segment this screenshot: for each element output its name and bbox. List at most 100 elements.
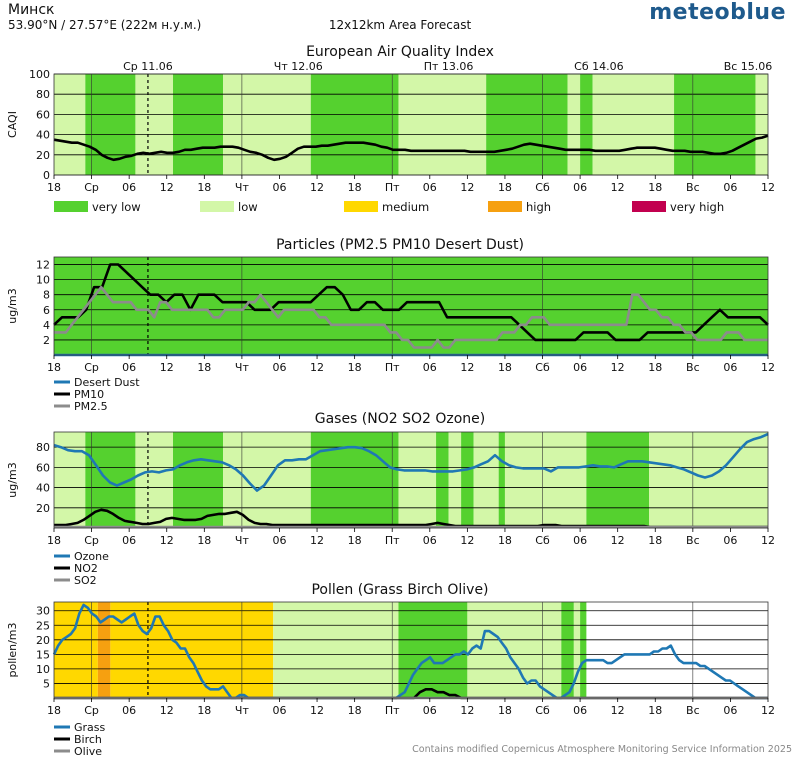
series-line-pm2-5 xyxy=(54,285,768,349)
aq-level-band xyxy=(461,432,474,528)
x-tick-label: 12 xyxy=(761,361,775,374)
x-tick-label: 18 xyxy=(498,181,512,194)
x-tick-label: Пт xyxy=(385,704,400,717)
x-tick-label: Ср xyxy=(84,534,99,547)
y-tick-label: 12 xyxy=(36,259,50,272)
panel-title: Pollen (Grass Birch Olive) xyxy=(311,582,488,598)
aq-level-band xyxy=(54,74,86,175)
x-tick-label: 06 xyxy=(423,534,437,547)
x-tick-label: 12 xyxy=(460,704,474,717)
panel-2: Gases (NO2 SO2 Ozone) 20 40 60 80 ug/m3 18 Ср 06… xyxy=(6,411,775,547)
x-tick-label: Ср xyxy=(84,704,99,717)
x-tick-label: Пт xyxy=(385,534,400,547)
legend-swatch xyxy=(54,201,88,212)
aq-level-band xyxy=(448,432,462,528)
aq-level-band xyxy=(173,432,224,528)
y-tick-label: 60 xyxy=(36,108,50,121)
x-tick-label: 18 xyxy=(348,704,362,717)
x-tick-label: 12 xyxy=(160,361,174,374)
x-tick-label: 06 xyxy=(423,361,437,374)
aq-level-band xyxy=(173,74,224,175)
y-tick-label: 25 xyxy=(36,619,50,632)
panel-0: European Air Quality Index 0 20 40 60 80 100 CA… xyxy=(6,44,775,194)
series-legend-label: Grass xyxy=(74,721,106,734)
series-line-caqi xyxy=(53,134,769,162)
y-tick-label: 2 xyxy=(43,334,50,347)
x-tick-label: 18 xyxy=(47,181,61,194)
y-tick-label: 60 xyxy=(36,461,50,474)
y-tick-label: 40 xyxy=(36,482,50,495)
aq-level-band xyxy=(97,602,111,698)
y-tick-label: 20 xyxy=(36,502,50,515)
day-label: Сб 14.06 xyxy=(574,60,623,73)
aq-level-band xyxy=(398,432,437,528)
aq-level-band xyxy=(580,602,587,698)
legend-swatch xyxy=(344,201,378,212)
location-coordinates: 53.90°N / 27.57°E (222м н.у.м.) xyxy=(8,18,202,32)
x-tick-label: 12 xyxy=(310,704,324,717)
x-tick-label: 06 xyxy=(122,181,136,194)
x-tick-label: 12 xyxy=(310,181,324,194)
x-tick-label: Пт xyxy=(385,181,400,194)
aq-level-band xyxy=(273,602,399,698)
aq-level-band xyxy=(223,74,311,175)
y-tick-label: 0 xyxy=(43,169,50,182)
aq-level-band xyxy=(54,602,98,698)
x-tick-label: Ср xyxy=(84,361,99,374)
aq-level-band xyxy=(573,602,581,698)
y-axis-label: pollen/m3 xyxy=(6,623,19,678)
x-tick-label: 18 xyxy=(47,534,61,547)
series-line-pm10 xyxy=(53,263,769,342)
x-tick-label: Чт xyxy=(235,361,250,374)
x-tick-label: 12 xyxy=(310,361,324,374)
x-tick-label: 06 xyxy=(423,181,437,194)
day-label: Чт 12.06 xyxy=(274,60,323,73)
x-tick-label: 12 xyxy=(460,534,474,547)
y-tick-label: 30 xyxy=(36,605,50,618)
x-tick-label: 06 xyxy=(573,704,587,717)
aq-level-band xyxy=(567,74,581,175)
x-tick-label: 06 xyxy=(723,181,737,194)
y-tick-label: 80 xyxy=(36,88,50,101)
x-tick-label: 18 xyxy=(197,181,211,194)
aq-level-band xyxy=(436,432,449,528)
y-tick-label: 6 xyxy=(43,304,50,317)
x-tick-label: 18 xyxy=(498,704,512,717)
legend-swatch xyxy=(488,201,522,212)
x-tick-label: 06 xyxy=(573,534,587,547)
y-axis-label: ug/m3 xyxy=(6,288,19,323)
panel-frame xyxy=(53,256,769,356)
x-tick-label: 12 xyxy=(761,534,775,547)
y-tick-label: 100 xyxy=(29,68,50,81)
legend-label: very low xyxy=(92,200,141,214)
legend-label: high xyxy=(526,200,551,214)
x-tick-label: 06 xyxy=(272,181,286,194)
aq-level-band xyxy=(398,74,487,175)
x-tick-label: 18 xyxy=(348,361,362,374)
x-tick-label: 18 xyxy=(197,361,211,374)
brand-logo[interactable]: meteoblue xyxy=(649,0,786,25)
x-tick-label: Чт xyxy=(235,534,250,547)
x-tick-label: 18 xyxy=(648,704,662,717)
aq-level-band xyxy=(561,602,574,698)
y-tick-label: 4 xyxy=(43,319,50,332)
x-tick-label: Пт xyxy=(385,361,400,374)
x-tick-label: Ср xyxy=(84,181,99,194)
series-line-ozone xyxy=(53,432,769,492)
y-tick-label: 80 xyxy=(36,441,50,454)
panel-title: Particles (PM2.5 PM10 Desert Dust) xyxy=(276,237,524,253)
series-legend-label: NO2 xyxy=(74,562,98,575)
y-tick-label: 20 xyxy=(36,149,50,162)
y-axis-label: ug/m3 xyxy=(6,462,19,497)
series-legend-label: Birch xyxy=(74,733,102,746)
legend-label: very high xyxy=(670,200,724,214)
x-tick-label: 06 xyxy=(423,704,437,717)
aq-level-band xyxy=(755,74,768,175)
legend-swatch xyxy=(200,201,234,212)
x-tick-label: Вс xyxy=(686,361,700,374)
x-tick-label: 06 xyxy=(272,704,286,717)
aq-level-band xyxy=(486,74,568,175)
x-tick-label: 12 xyxy=(761,704,775,717)
